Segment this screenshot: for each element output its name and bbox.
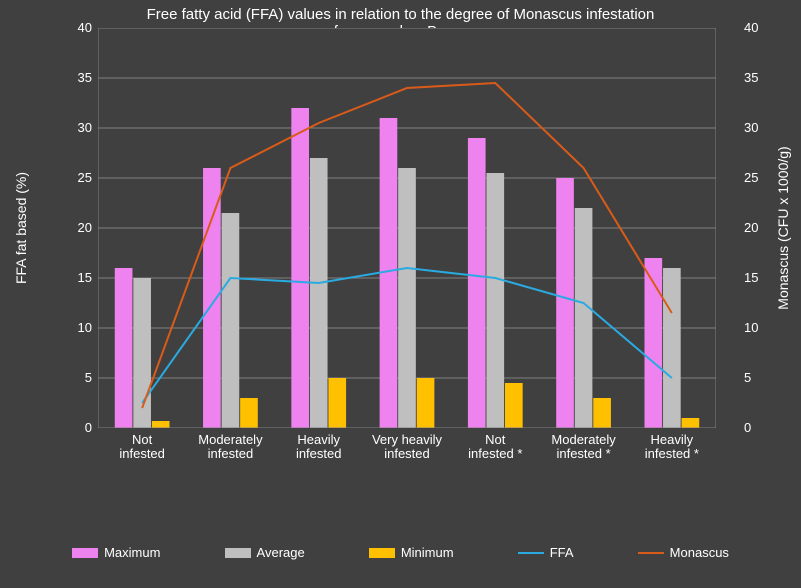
bar-minimum [240, 398, 258, 428]
legend-item: Minimum [369, 545, 454, 560]
bar-maximum [556, 178, 574, 428]
svg-text:20: 20 [744, 220, 758, 235]
legend-label: FFA [550, 545, 574, 560]
bar-average [663, 268, 681, 428]
svg-text:10: 10 [78, 320, 92, 335]
legend-label: Monascus [670, 545, 729, 560]
svg-text:40: 40 [744, 20, 758, 35]
legend: Maximum Average Minimum FFA Monascus [40, 545, 761, 560]
bar-maximum [468, 138, 486, 428]
bar-average [222, 213, 240, 428]
legend-swatch [518, 552, 544, 554]
x-ticks: Notinfested Moderatelyinfested Heavilyinfe… [98, 428, 716, 498]
svg-text:35: 35 [744, 70, 758, 85]
svg-text:20: 20 [78, 220, 92, 235]
svg-text:Heavilyinfested: Heavilyinfested [296, 432, 342, 461]
chart-plot [98, 28, 716, 428]
svg-text:Very heavilyinfested: Very heavilyinfested [372, 432, 443, 461]
y-right-ticks: 0510152025303540 Monascus (CFU x 1000/g) [716, 28, 801, 428]
legend-label: Maximum [104, 545, 160, 560]
svg-text:5: 5 [85, 370, 92, 385]
legend-item: Maximum [72, 545, 160, 560]
bar-maximum [291, 108, 309, 428]
legend-swatch [72, 548, 98, 558]
svg-text:25: 25 [78, 170, 92, 185]
svg-text:15: 15 [744, 270, 758, 285]
bar-minimum [417, 378, 435, 428]
svg-text:30: 30 [744, 120, 758, 135]
svg-text:25: 25 [744, 170, 758, 185]
svg-text:35: 35 [78, 70, 92, 85]
svg-text:Notinfested *: Notinfested * [468, 432, 522, 461]
svg-text:0: 0 [744, 420, 751, 435]
bar-minimum [505, 383, 523, 428]
legend-swatch [225, 548, 251, 558]
bar-minimum [593, 398, 611, 428]
svg-text:15: 15 [78, 270, 92, 285]
bar-average [310, 158, 328, 428]
bar-minimum [682, 418, 700, 428]
bar-average [398, 168, 416, 428]
legend-label: Average [257, 545, 305, 560]
svg-text:Moderatelyinfested *: Moderatelyinfested * [551, 432, 616, 461]
legend-label: Minimum [401, 545, 454, 560]
svg-text:30: 30 [78, 120, 92, 135]
svg-text:Heavilyinfested *: Heavilyinfested * [645, 432, 699, 461]
svg-text:10: 10 [744, 320, 758, 335]
legend-swatch [638, 552, 664, 554]
bar-average [575, 208, 593, 428]
bar-minimum [328, 378, 346, 428]
bar-maximum [115, 268, 133, 428]
svg-text:Monascus (CFU x 1000/g): Monascus (CFU x 1000/g) [775, 146, 791, 309]
legend-item: Monascus [638, 545, 729, 560]
bar-maximum [203, 168, 221, 428]
legend-item: FFA [518, 545, 574, 560]
bar-average [486, 173, 504, 428]
svg-text:Notinfested: Notinfested [119, 432, 165, 461]
svg-text:FFA fat based (%): FFA fat based (%) [13, 172, 29, 284]
svg-text:5: 5 [744, 370, 751, 385]
legend-swatch [369, 548, 395, 558]
svg-text:0: 0 [85, 420, 92, 435]
y-left-ticks: 0510152025303540 FFA fat based (%) [0, 28, 98, 428]
legend-item: Average [225, 545, 305, 560]
svg-text:40: 40 [78, 20, 92, 35]
svg-text:Moderatelyinfested: Moderatelyinfested [198, 432, 263, 461]
bar-minimum [152, 421, 170, 428]
